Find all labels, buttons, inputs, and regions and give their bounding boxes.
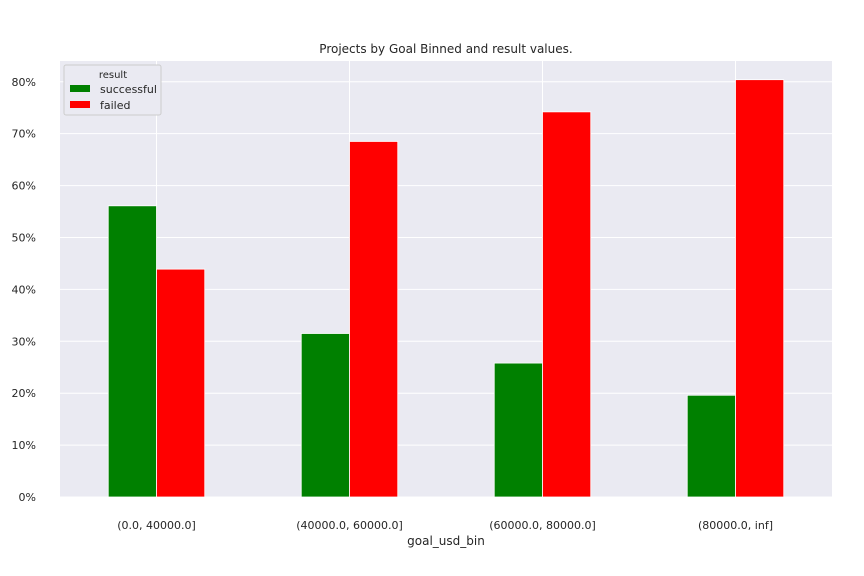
bar-failed-3: [735, 79, 785, 498]
y-tick-label: 70%: [12, 128, 36, 141]
y-tick-label: 40%: [12, 283, 36, 296]
y-tick-label: 60%: [12, 180, 36, 193]
bar-failed-1: [349, 141, 399, 498]
x-axis-ticks: (0.0, 40000.0] (40000.0, 60000.0] (60000.0…: [117, 519, 773, 532]
legend-swatch-failed: [70, 101, 90, 108]
y-tick-label: 20%: [12, 387, 36, 400]
bar-failed-2: [542, 111, 592, 498]
y-tick-label: 10%: [12, 439, 36, 452]
legend-label-failed: failed: [100, 99, 130, 112]
y-tick-label: 50%: [12, 231, 36, 244]
bar-successful-2: [493, 362, 543, 498]
y-axis-ticks: 0% 10% 20% 30% 40% 50% 60% 70% 80%: [12, 76, 36, 504]
legend-label-successful: successful: [100, 83, 157, 96]
bar-successful-3: [686, 394, 736, 498]
x-tick-label: (0.0, 40000.0]: [117, 519, 196, 532]
x-tick-label: (60000.0, 80000.0]: [489, 519, 596, 532]
bar-successful-0: [107, 205, 157, 498]
legend-swatch-successful: [70, 85, 90, 92]
chart-title: Projects by Goal Binned and result value…: [319, 42, 572, 56]
legend-title: result: [99, 70, 127, 81]
y-tick-label: 30%: [12, 335, 36, 348]
bars: [107, 79, 785, 498]
y-tick-label: 80%: [12, 76, 36, 89]
x-tick-label: (40000.0, 60000.0]: [296, 519, 403, 532]
bar-successful-1: [300, 333, 350, 498]
legend-items: successful failed: [70, 83, 157, 112]
bar-failed-0: [156, 268, 206, 498]
x-tick-label: (80000.0, inf]: [698, 519, 773, 532]
x-axis-label: goal_usd_bin: [407, 534, 485, 548]
y-tick-label: 0%: [19, 491, 36, 504]
legend: result successful failed: [63, 64, 162, 116]
